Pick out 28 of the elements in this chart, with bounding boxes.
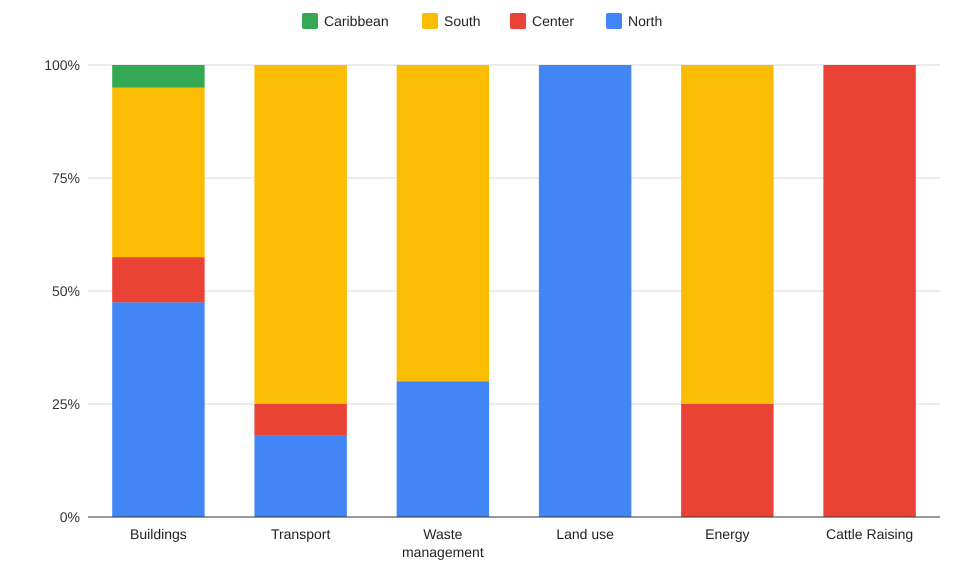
bar bbox=[538, 65, 632, 517]
bar bbox=[112, 65, 205, 88]
bar bbox=[112, 88, 205, 258]
y-tick-label: 100% bbox=[44, 56, 80, 73]
bar bbox=[254, 404, 347, 436]
bar bbox=[681, 404, 774, 517]
x-tick-label: Cattle Raising bbox=[826, 526, 914, 542]
legend-label: Caribbean bbox=[324, 12, 389, 29]
x-tick-label: Transport bbox=[270, 526, 330, 542]
bar bbox=[396, 381, 490, 517]
x-tick-label: Energy bbox=[705, 526, 750, 542]
y-tick-label: 50% bbox=[52, 282, 80, 299]
y-tick-label: 75% bbox=[52, 170, 80, 186]
bar bbox=[254, 436, 347, 517]
legend-label: South bbox=[444, 12, 481, 29]
bar bbox=[254, 65, 347, 404]
bar bbox=[112, 302, 205, 517]
x-tick-label: Waste management bbox=[402, 526, 484, 560]
y-tick-label: 0% bbox=[60, 508, 80, 525]
x-tick-label: Buildings bbox=[130, 526, 187, 542]
bar bbox=[823, 65, 916, 517]
legend-label: Center bbox=[532, 12, 574, 29]
bar bbox=[396, 65, 490, 382]
x-tick-label: Land use bbox=[556, 526, 614, 542]
bar bbox=[681, 65, 774, 404]
y-tick-label: 25% bbox=[52, 396, 80, 412]
bar bbox=[112, 257, 205, 302]
legend-label: North bbox=[628, 12, 662, 29]
